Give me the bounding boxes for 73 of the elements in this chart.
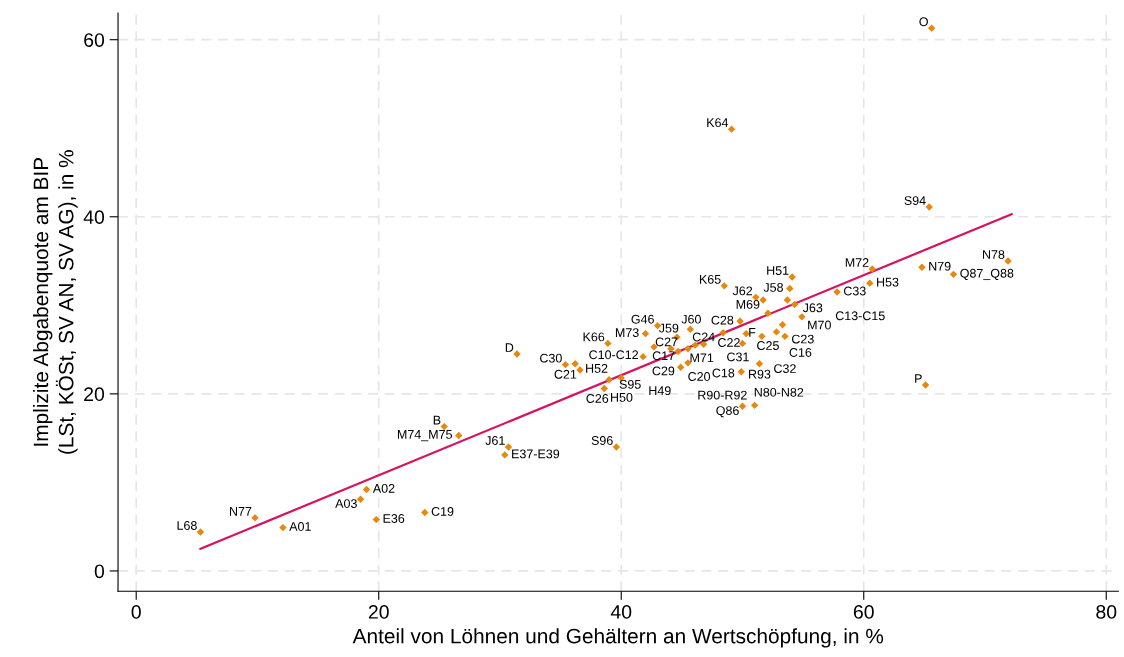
annotation: N79 <box>929 261 951 271</box>
y-axis-title: Implizite Abgabenquote am BIP (LSt, KÖSt, SV AN, SV AG), in % <box>32 150 78 454</box>
y-tick-label: 60 <box>84 33 105 47</box>
annotation: D <box>505 343 514 352</box>
annotation: J62 <box>732 286 753 296</box>
annotation: M71 <box>690 353 714 363</box>
annotation: J61 <box>485 436 505 445</box>
annotation: F <box>749 328 756 337</box>
annotation: J60 <box>681 314 701 324</box>
y-tick-label: 20 <box>84 387 105 402</box>
annotation: C20 <box>688 372 711 381</box>
annotation: C19 <box>431 507 454 516</box>
annotation: P <box>915 374 922 383</box>
annotation: J58 <box>763 283 783 292</box>
annotation: H49 <box>649 386 671 396</box>
annotation: A01 <box>289 522 311 531</box>
annotation: J59 <box>658 323 679 333</box>
x-tick-label: 20 <box>368 605 389 619</box>
annotation: K64 <box>707 118 729 128</box>
annotation: C33 <box>843 286 866 296</box>
annotation: J63 <box>802 303 823 313</box>
annotation: C32 <box>774 364 796 373</box>
annotation: C10-C12 <box>589 350 639 360</box>
annotation: A02 <box>372 483 395 493</box>
annotation: E37-E39 <box>512 449 560 459</box>
annotation: R93 <box>749 369 771 379</box>
annotation: C27 <box>655 337 678 347</box>
annotation: H50 <box>611 392 633 402</box>
annotation: Q87_Q88 <box>960 268 1014 281</box>
annotation: N77 <box>230 507 252 516</box>
annotation: K65 <box>699 274 721 284</box>
annotation: S96 <box>591 436 613 445</box>
annotation: C23 <box>791 334 814 344</box>
y-tick-label: 0 <box>94 564 105 579</box>
annotation: M72 <box>845 258 869 267</box>
annotation: O <box>919 17 928 27</box>
annotation: C30 <box>540 353 562 363</box>
annotation: S94 <box>904 196 926 205</box>
annotation: H53 <box>877 277 899 287</box>
x-tick-label: 40 <box>610 605 632 619</box>
annotation: H52 <box>586 363 608 373</box>
annotation: K66 <box>583 332 605 342</box>
annotation: M70 <box>808 320 831 330</box>
y-tick-label: 40 <box>83 210 105 225</box>
x-axis-title: Anteil von Löhnen und Gehältern an Wertschöpfung, in % <box>352 628 884 648</box>
annotation: M69 <box>736 299 760 309</box>
annotation: C26 <box>586 394 609 403</box>
x-tick-label: 0 <box>131 605 141 619</box>
annotation: C22 <box>718 338 740 347</box>
annotation: C13-C15 <box>835 311 885 321</box>
annotation: C18 <box>712 368 735 378</box>
annotation: M73 <box>615 328 639 338</box>
annotation: A03 <box>335 499 357 508</box>
annotation: C29 <box>652 366 675 376</box>
annotation: R90-R92 <box>698 390 747 400</box>
annotation: N78 <box>983 250 1005 259</box>
annotation: C28 <box>711 315 734 325</box>
annotation: E36 <box>383 514 405 523</box>
annotation: C31 <box>727 352 749 362</box>
annotation: H51 <box>767 266 789 275</box>
annotation: N80-N82 <box>754 387 804 397</box>
x-tick-label: 60 <box>853 605 874 619</box>
annotation: Q86 <box>716 406 739 418</box>
annotation: S95 <box>619 379 641 389</box>
annotation: C25 <box>757 341 779 350</box>
x-tick-label: 80 <box>1096 605 1117 619</box>
annotation: B <box>433 415 441 425</box>
annotation: G46 <box>631 314 654 324</box>
annotation: L68 <box>177 521 197 530</box>
annotation: C16 <box>789 348 812 357</box>
annotation: C24 <box>692 332 715 342</box>
annotation: C21 <box>554 369 577 379</box>
annotation: M74_M75 <box>397 430 452 442</box>
